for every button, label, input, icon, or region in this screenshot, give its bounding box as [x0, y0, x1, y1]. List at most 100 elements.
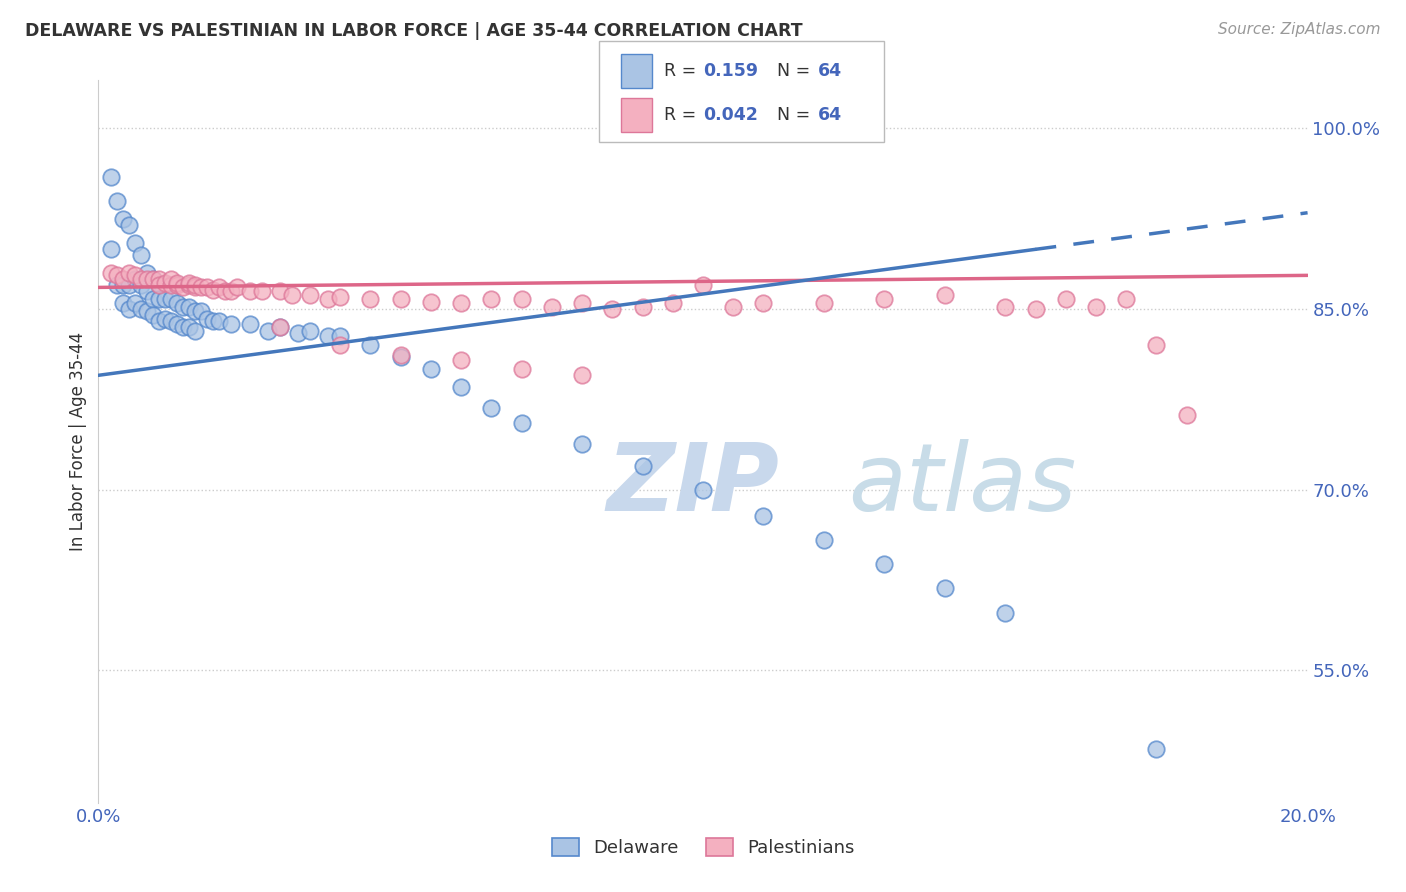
Point: [221, 317, 243, 331]
Point: [873, 558, 896, 572]
Point: [142, 272, 165, 286]
Point: [571, 296, 593, 310]
Point: [1144, 741, 1167, 756]
Point: [153, 293, 176, 307]
Point: [153, 276, 176, 290]
Point: [184, 280, 207, 294]
Point: [118, 218, 141, 232]
Point: [269, 284, 291, 298]
Point: [250, 284, 273, 298]
Point: [100, 169, 122, 184]
Point: [111, 211, 134, 226]
Point: [299, 324, 322, 338]
Point: [256, 324, 278, 338]
Point: [166, 317, 188, 331]
Point: [135, 272, 157, 286]
Point: [329, 290, 352, 304]
Point: [450, 352, 472, 367]
Point: [1085, 300, 1108, 314]
Point: [124, 272, 146, 286]
Point: [316, 293, 339, 307]
Point: [631, 458, 654, 473]
Point: [692, 483, 714, 497]
Point: [510, 293, 533, 307]
Point: [202, 314, 225, 328]
Point: [129, 272, 152, 286]
Point: [450, 380, 472, 394]
Point: [172, 320, 194, 334]
Point: [148, 314, 170, 328]
Point: [179, 300, 201, 314]
Point: [723, 300, 745, 314]
Point: [153, 311, 176, 326]
Point: [540, 300, 562, 314]
Point: [142, 308, 165, 322]
Point: [166, 296, 188, 310]
Point: [129, 301, 152, 317]
Point: [129, 278, 152, 293]
Point: [752, 509, 775, 524]
Point: [1024, 301, 1046, 317]
Legend: Delaware, Palestinians: Delaware, Palestinians: [543, 829, 863, 866]
Point: [1115, 293, 1137, 307]
Point: [329, 328, 352, 343]
Text: N =: N =: [766, 106, 815, 124]
Point: [269, 320, 291, 334]
Point: [179, 276, 201, 290]
Point: [934, 582, 956, 596]
Point: [160, 293, 183, 307]
Point: [214, 284, 236, 298]
Point: [450, 296, 472, 310]
Point: [299, 287, 322, 301]
Point: [179, 278, 201, 293]
Point: [281, 287, 304, 301]
Point: [190, 304, 212, 318]
Point: [752, 296, 775, 310]
Point: [135, 304, 157, 318]
Point: [571, 368, 593, 383]
Point: [1175, 408, 1198, 422]
Text: atlas: atlas: [848, 440, 1077, 531]
Point: [111, 278, 134, 293]
Point: [389, 348, 412, 362]
Point: [166, 278, 188, 293]
Point: [329, 338, 352, 352]
Point: [184, 324, 207, 338]
Point: [389, 293, 412, 307]
Point: [994, 606, 1017, 620]
Y-axis label: In Labor Force | Age 35-44: In Labor Force | Age 35-44: [69, 332, 87, 551]
Point: [160, 278, 183, 293]
Point: [118, 301, 141, 317]
Text: 0.159: 0.159: [703, 62, 758, 79]
Point: [100, 266, 122, 280]
Point: [269, 320, 291, 334]
Point: [631, 300, 654, 314]
Point: [208, 280, 231, 294]
Text: R =: R =: [664, 106, 702, 124]
Point: [360, 293, 382, 307]
Point: [148, 278, 170, 293]
Text: 0.042: 0.042: [703, 106, 758, 124]
Point: [184, 304, 207, 318]
Point: [105, 194, 128, 208]
Point: [692, 278, 714, 293]
Point: [135, 266, 157, 280]
Point: [195, 311, 218, 326]
Point: [172, 280, 194, 294]
Point: [221, 284, 243, 298]
Text: 64: 64: [818, 106, 842, 124]
Point: [105, 268, 128, 283]
Point: [124, 268, 146, 283]
Point: [571, 437, 593, 451]
Point: [166, 276, 188, 290]
Text: DELAWARE VS PALESTINIAN IN LABOR FORCE | AGE 35-44 CORRELATION CHART: DELAWARE VS PALESTINIAN IN LABOR FORCE |…: [25, 22, 803, 40]
Point: [420, 294, 443, 309]
Point: [813, 533, 835, 548]
Point: [360, 338, 382, 352]
Text: 64: 64: [818, 62, 842, 79]
Point: [813, 296, 835, 310]
Point: [142, 272, 165, 286]
Text: Source: ZipAtlas.com: Source: ZipAtlas.com: [1218, 22, 1381, 37]
Point: [934, 287, 956, 301]
Point: [226, 280, 249, 294]
